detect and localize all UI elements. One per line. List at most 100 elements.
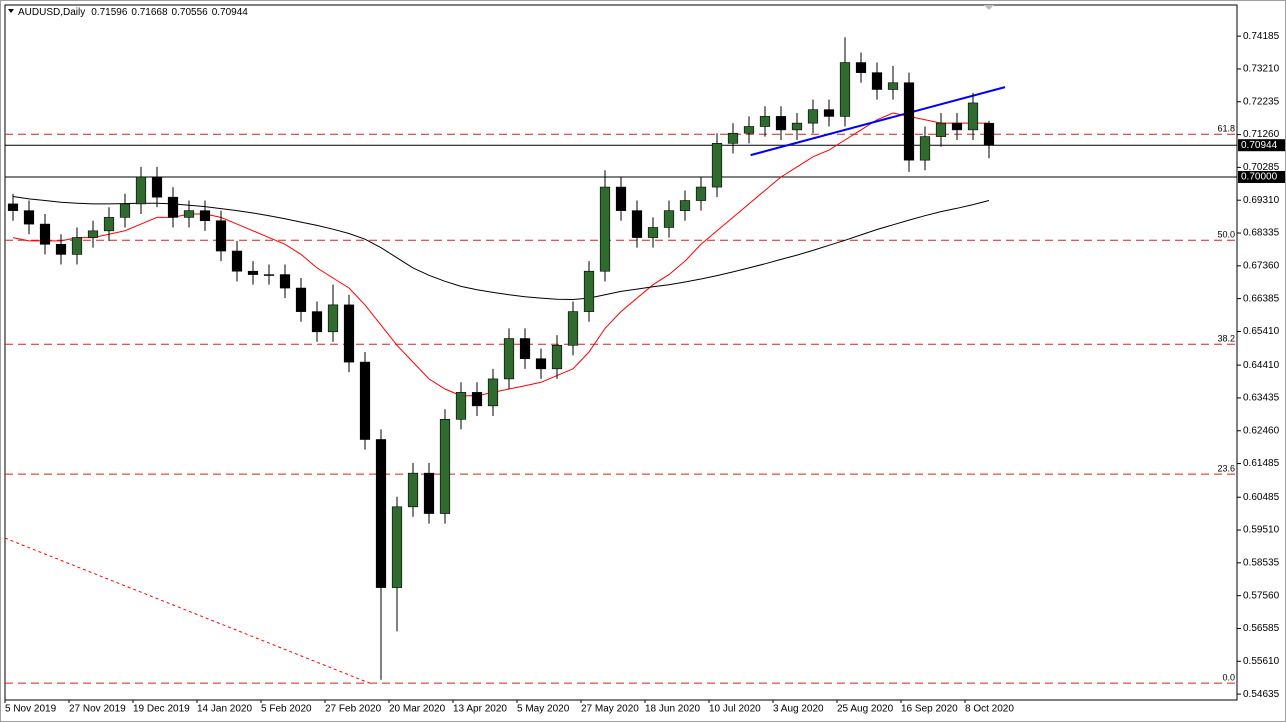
y-tick-label: 0.58535 [1243,557,1280,568]
candle-body [631,210,643,238]
x-tick-label: 18 Jun 2020 [645,704,700,715]
y-tick-label: 0.55610 [1243,656,1280,667]
x-tick-label: 27 Feb 2020 [325,704,382,715]
candle-body [471,392,483,407]
candle-body [455,392,467,420]
x-tick-label: 10 Jul 2020 [709,704,761,715]
y-tick-label: 0.67360 [1243,260,1280,271]
trendline [750,86,1006,157]
candle-body [615,186,627,211]
y-tick-label: 0.57560 [1243,590,1280,601]
candle-body [439,419,451,514]
candle-body [839,62,851,117]
candle-body [55,243,67,255]
candle-body [391,506,403,588]
y-tick-label: 0.71260 [1243,129,1280,140]
candle-body [711,143,723,188]
y-tick-label: 0.62460 [1243,425,1280,436]
header: AUDUSD,Daily 0.71596 0.71668 0.70556 0.70944 [18,7,248,18]
candle-body [343,304,355,363]
candle-body [327,304,339,333]
candle-body [599,186,611,272]
candle-body [135,176,147,205]
candle-body [871,72,883,90]
candle-body [935,122,947,137]
candle-body [983,122,995,146]
price-box [1238,170,1285,183]
candle-body [487,378,499,407]
candle-body [503,338,515,380]
candle-body [791,122,803,131]
candle-body [919,136,931,161]
price-box-label: 0.70000 [1241,172,1278,183]
fib-label: 38.2 [1217,334,1235,344]
header-close: 0.70944 [212,7,249,18]
fib-label: 50.0 [1217,230,1235,240]
candle-body [695,186,707,201]
y-tick-label: 0.68335 [1243,228,1280,239]
candle-body [71,237,83,255]
candle-body [311,311,323,333]
x-tick-label: 14 Jan 2020 [197,704,252,715]
fib-label: 23.6 [1217,464,1235,474]
candle-body [967,102,979,131]
candle-body [759,116,771,127]
candle-body [231,250,243,272]
candle-body [263,274,275,276]
y-tick-label: 0.65410 [1243,326,1280,337]
x-tick-label: 3 Aug 2020 [773,704,824,715]
y-tick-label: 0.59510 [1243,525,1280,536]
candle-body [279,274,291,289]
y-tick-label: 0.61485 [1243,458,1280,469]
x-tick-label: 16 Sep 2020 [901,704,958,715]
plot-area [4,4,1238,701]
candle-body [39,223,51,245]
header-open: 0.71596 [91,7,128,18]
price-box [1238,139,1285,152]
candle-body [551,344,563,370]
candle-body [151,176,163,198]
y-tick-label: 0.73210 [1243,64,1280,75]
candle-body [663,210,675,228]
candle-body [647,227,659,238]
candle-body [119,203,131,218]
y-tick-label: 0.74185 [1243,31,1280,42]
candle-body [903,82,915,161]
y-tick-label: 0.72235 [1243,96,1280,107]
candle-body [87,230,99,238]
candle-body [103,217,115,232]
x-tick-label: 27 Nov 2019 [69,704,126,715]
candle-body [855,62,867,73]
x-tick-label: 5 Feb 2020 [261,704,312,715]
y-tick-label: 0.70285 [1243,162,1280,173]
x-tick-label: 5 Nov 2019 [5,704,57,715]
header-low: 0.70556 [172,7,209,18]
candle-body [247,270,259,275]
y-tick-label: 0.63435 [1243,393,1280,404]
candle-body [7,203,19,211]
candle-body [375,439,387,588]
y-tick-label: 0.69310 [1243,195,1280,206]
candle-body [167,196,179,218]
candle-body [519,338,531,360]
candle-body [407,472,419,508]
candle-body [423,472,435,514]
scroll-marker [984,5,994,10]
x-tick-label: 25 Aug 2020 [837,704,894,715]
candle-body [823,109,835,117]
x-tick-label: 5 May 2020 [517,704,570,715]
symbol: AUDUSD,Daily [18,7,85,18]
candle-body [775,116,787,131]
y-tick-label: 0.64410 [1243,360,1280,371]
candle-body [807,109,819,124]
header-high: 0.71668 [131,7,168,18]
y-tick-label: 0.56585 [1243,623,1280,634]
candle-body [567,311,579,346]
candle-body [183,210,195,218]
y-tick-label: 0.60485 [1243,492,1280,503]
price-box-label: 0.70944 [1241,140,1278,151]
candle-body [535,358,547,370]
menu-arrow[interactable] [8,9,14,13]
